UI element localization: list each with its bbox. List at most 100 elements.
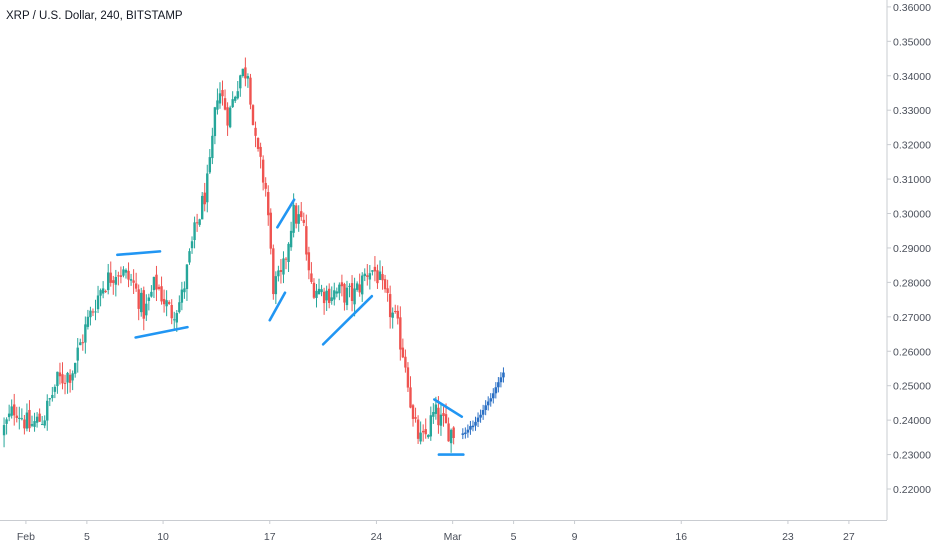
trendline[interactable] [433,398,464,418]
candle-body [427,435,430,438]
trendline[interactable] [134,325,189,339]
candle-body [66,372,69,383]
candle-body [221,90,224,97]
candle-body [5,419,8,424]
candle-body [48,398,51,400]
candle-body [226,107,229,126]
candle-body [216,100,219,110]
candle-body [363,273,366,277]
candle-body [330,297,333,301]
y-tick-label: 0.24000 [893,415,931,427]
candle-body [84,324,87,343]
candle-body [421,430,425,433]
candle-body [170,304,173,319]
candle-body [449,429,453,444]
candle-body [386,288,389,293]
projection-body [469,426,472,430]
candle-body [310,273,313,282]
candle-body [378,271,382,280]
candle-body [444,414,448,424]
candle-body [381,274,384,281]
x-tick-label: Mar [444,531,463,543]
candle-body [99,290,102,296]
candle-body [307,252,311,271]
candle-body [315,290,318,298]
trendline[interactable] [321,294,374,346]
candle-body [129,279,133,281]
x-tick-label: 27 [843,531,855,543]
candle-body [18,417,21,419]
x-tick-label: 24 [371,531,383,543]
candle-body [145,303,148,316]
candle-body [175,313,178,323]
candle-body [183,288,186,293]
candle-body [353,288,356,305]
y-tick-label: 0.30000 [893,209,931,221]
trendline[interactable] [268,291,287,322]
candle-body [132,280,135,283]
projection-body [471,425,475,428]
candle-body [261,159,265,183]
chart-title: XRP / U.S. Dollar, 240, BITSTAMP [6,10,183,22]
candle-body [218,93,222,104]
candle-body [414,417,417,419]
candle-body [231,99,234,108]
candle-body [279,270,283,272]
candle-body [40,424,44,426]
candle-body [264,182,267,189]
candle-body [394,311,397,313]
projection-body [464,432,467,435]
candle-body [419,432,422,442]
candle-body [355,283,359,290]
x-tick-label: 23 [782,531,794,543]
candle-body [366,275,369,277]
candle-body [160,286,163,302]
projection-body [466,429,470,433]
candle-body [122,269,125,276]
candle-body [134,283,138,289]
candle-body [188,251,191,263]
candle-body [162,298,166,305]
candle-body [294,205,298,224]
candle-body [424,429,427,435]
candle-body [228,107,232,128]
y-tick-label: 0.29000 [893,243,931,255]
x-tick-label: 5 [84,531,90,543]
candle-body [10,406,13,416]
candle-body [165,300,168,307]
candle-body [340,282,344,287]
projection-body [489,398,493,402]
candle-body [2,425,6,436]
y-tick-label: 0.32000 [893,140,931,152]
candle-body [411,405,415,419]
candle-body [30,424,34,426]
candle-body [127,270,130,280]
candle-body [109,272,112,283]
candle-body [195,222,199,224]
candle-body [251,105,255,125]
candle-body [23,419,26,429]
candle-body [137,289,140,309]
projection-body [479,414,482,418]
candle-body [38,413,41,422]
candle-body [244,67,247,79]
y-axis[interactable]: 0.36000 0.35000 0.34000 0.33000 0.32000 0.310… [887,2,931,496]
candle-body [267,192,270,216]
x-axis[interactable]: Feb 5 10 17 24 Mar 5 9 16 23 27 [17,520,855,543]
x-tick-label: 5 [511,531,517,543]
trendline[interactable] [116,250,162,257]
candle-body [173,319,176,321]
projection-candles [461,367,505,440]
candle-body [150,291,153,297]
y-tick-label: 0.35000 [893,36,931,48]
candle-body [206,173,209,203]
candle-body [371,270,374,272]
candle-body [259,146,262,157]
trendline[interactable] [276,198,296,229]
candle-body [63,382,67,384]
candle-body [320,289,323,293]
candle-body [452,427,455,439]
candle-body [312,282,316,298]
candle-body [114,276,118,285]
